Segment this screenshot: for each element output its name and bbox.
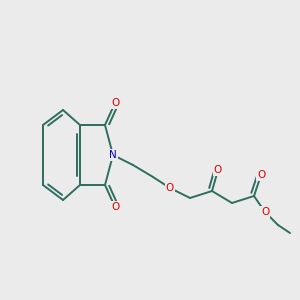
Text: O: O <box>257 170 265 180</box>
Text: N: N <box>109 150 117 160</box>
Text: O: O <box>111 202 119 212</box>
Text: O: O <box>166 183 174 193</box>
Text: O: O <box>214 165 222 175</box>
Text: O: O <box>261 207 269 217</box>
Text: O: O <box>111 98 119 108</box>
